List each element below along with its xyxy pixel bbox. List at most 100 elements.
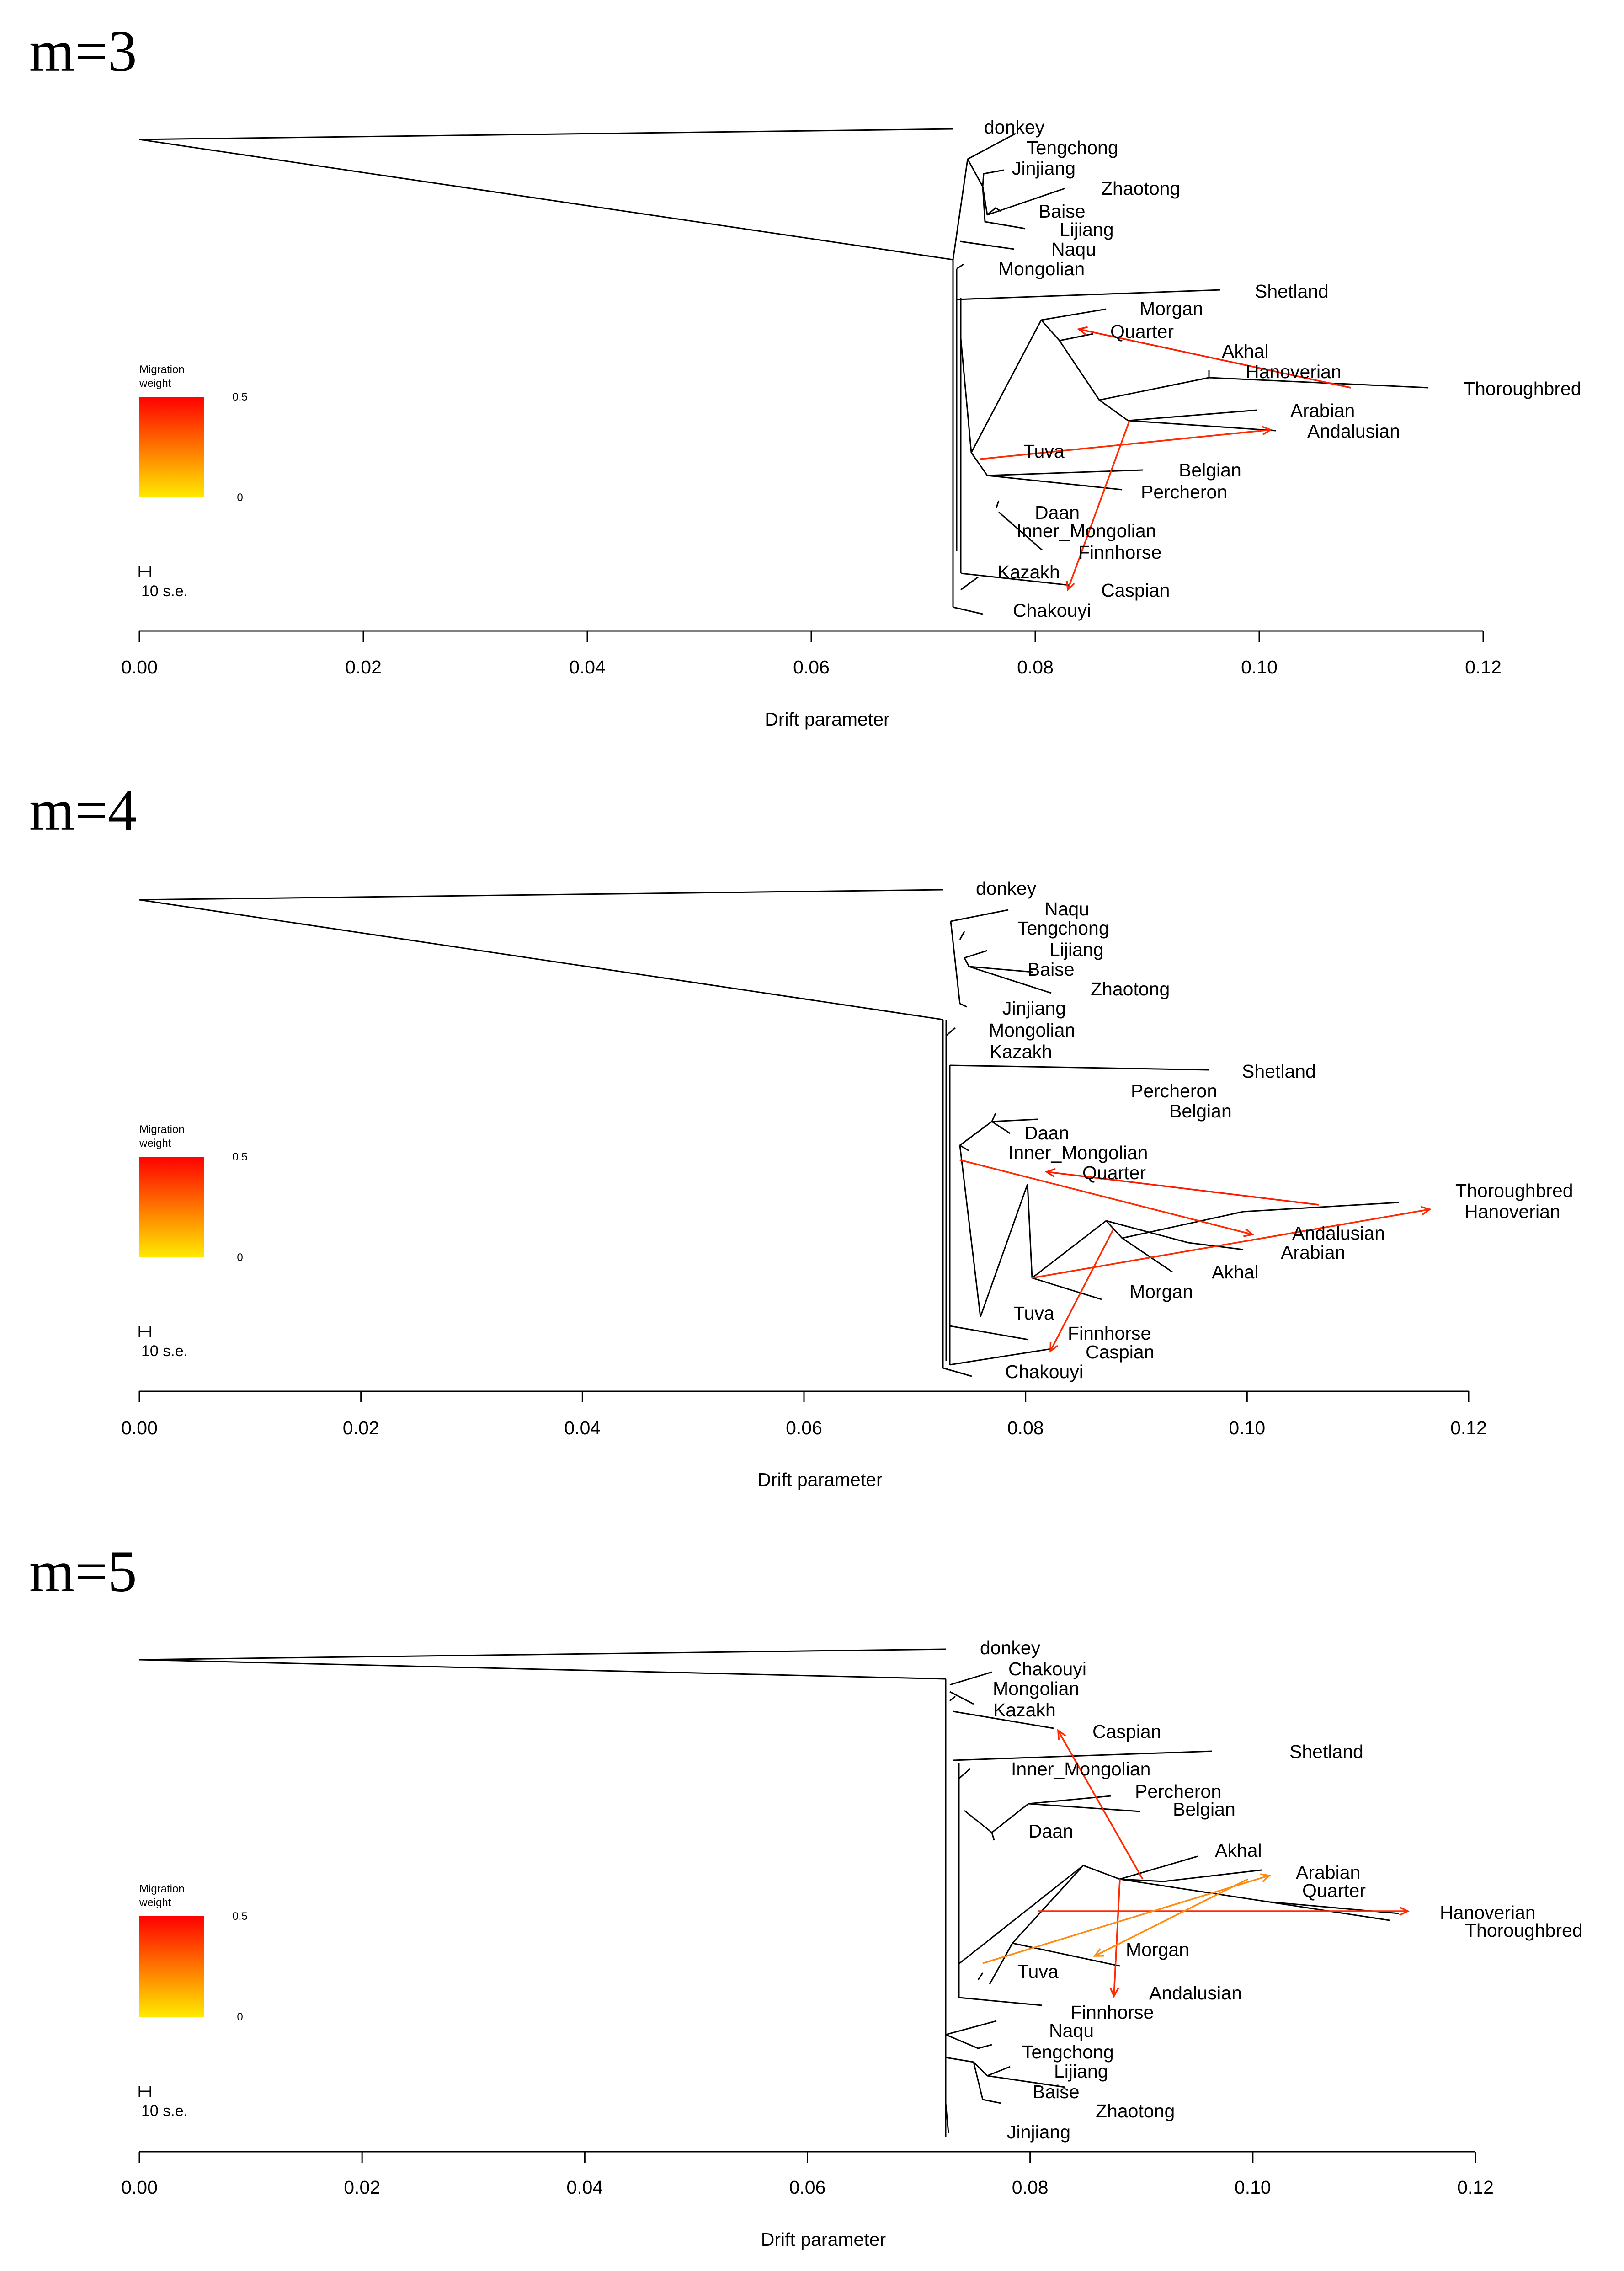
leaf-label: Tengchong [1022, 2041, 1114, 2063]
leaf-label: Akhal [1212, 1261, 1259, 1282]
tree-edge [139, 128, 953, 140]
migration-arrow [959, 1159, 1253, 1235]
migration-arrow [1049, 1229, 1114, 1352]
tree-edge [991, 1121, 1011, 1134]
tree-edge [956, 263, 964, 270]
tree-edges [139, 1648, 1399, 2137]
x-tick-label: 0.06 [789, 2177, 826, 2198]
x-tick-label: 0.10 [1229, 1417, 1265, 1438]
tree-edge [959, 240, 1015, 250]
x-axis: 0.00 0.02 0.04 0.06 0.08 0.10 0.12 Drift parame… [121, 1390, 1487, 1490]
migration-arrowhead [1049, 1341, 1059, 1353]
legend-min-label: 0 [237, 2011, 243, 2023]
tree-edge [945, 2020, 997, 2036]
tree-edge [959, 1003, 967, 1008]
leaf-label: Andalusian [1149, 1982, 1242, 2004]
leaf-label: Chakouyi [1013, 600, 1091, 621]
tree-edge [139, 1659, 946, 1680]
tree-edge [967, 133, 1016, 160]
leaf-label: Inner_Mongolian [1017, 520, 1156, 541]
leaf-label: Shetland [1242, 1061, 1316, 1082]
tree-edge [1032, 1220, 1107, 1279]
tree-edge [973, 2062, 984, 2100]
migration-arrow [1067, 422, 1130, 590]
leaf-label: donkey [980, 1637, 1041, 1658]
leaf-label: Chakouyi [1008, 1658, 1086, 1679]
tree-edge [945, 2103, 949, 2133]
leaf-label: Lijiang [1054, 2061, 1108, 2082]
leaf-label: Thoroughbred [1465, 1920, 1583, 1941]
legend-gradient [139, 1916, 204, 2017]
leaf-label: Shetland [1289, 1741, 1363, 1762]
tree-edge [960, 338, 972, 453]
leaf-label: Naqu [1051, 239, 1096, 260]
x-tick-label: 0.06 [793, 657, 830, 678]
migration-arrow [1078, 328, 1351, 389]
leaf-label: Baise [1028, 959, 1075, 980]
tree-edge [1099, 399, 1129, 422]
leaf-label: Daan [1035, 502, 1080, 523]
tree-edge [1041, 308, 1107, 321]
leaf-label: Caspian [1101, 580, 1170, 601]
tree-edge [949, 1064, 1209, 1071]
tree-edge [1012, 1865, 1084, 1944]
leaf-label: Caspian [1092, 1721, 1161, 1742]
migration-arrowhead [1057, 1729, 1066, 1740]
leaf-label: Kazakh [993, 1699, 1056, 1721]
legend-gradient [139, 1157, 204, 1257]
tree-edge [980, 1184, 1028, 1317]
leaf-label: Finnhorse [1070, 2002, 1154, 2023]
tree-edge [1012, 1942, 1120, 1967]
tree-edge [987, 469, 1143, 476]
leaf-label: Lijiang [1060, 219, 1114, 240]
tree-edge [987, 475, 1123, 491]
leaf-label: donkey [984, 117, 1045, 138]
x-tick-label: 0.04 [564, 1417, 601, 1438]
x-tick-label: 0.00 [121, 2177, 158, 2198]
migration-edges [980, 326, 1351, 592]
tree-edge [953, 1750, 1213, 1761]
tree-edge [1163, 1869, 1262, 1882]
tree-edge [964, 950, 988, 959]
legend-title-line1: Migration [139, 1123, 185, 1136]
x-tick-label: 0.12 [1457, 2177, 1494, 2198]
leaf-label: Finnhorse [1068, 1323, 1151, 1344]
x-tick-label: 0.02 [344, 2177, 380, 2198]
leaf-label: Hanoverian [1246, 361, 1342, 382]
leaf-label: Akhal [1215, 1840, 1262, 1861]
leaf-label: Hanoverian [1440, 1902, 1536, 1923]
leaf-label: Mongolian [998, 258, 1085, 279]
tree-edge [1243, 1202, 1399, 1213]
x-tick-label: 0.10 [1235, 2177, 1271, 2198]
legend-max-label: 0.5 [232, 1151, 247, 1163]
tree-edge [969, 966, 1052, 994]
leaf-label: Jinjiang [1012, 158, 1076, 179]
leaf-label: Arabian [1281, 1242, 1345, 1263]
x-tick-label: 0.00 [121, 657, 158, 678]
leaf-label: Daan [1028, 1821, 1073, 1842]
leaf-label: Naqu [1049, 2020, 1094, 2041]
scale-bar-label: 10 s.e. [141, 582, 188, 600]
leaf-label: Percheron [1135, 1781, 1221, 1802]
migration-arrowhead [1093, 1948, 1104, 1957]
leaf-label: Arabian [1296, 1862, 1360, 1883]
scale-bar [138, 566, 151, 577]
tree-edge [1106, 1220, 1189, 1244]
tree-edge [1059, 340, 1100, 401]
tree-edge [959, 1144, 969, 1152]
panel-title: m=3 [29, 19, 137, 84]
leaf-label: Quarter [1082, 1162, 1146, 1183]
x-axis: 0.00 0.02 0.04 0.06 0.08 0.10 0.12 Drift parame… [121, 2151, 1494, 2250]
leaf-label: Zhaotong [1091, 978, 1170, 999]
leaf-label: donkey [976, 878, 1037, 899]
leaf-label: Baise [1033, 2081, 1080, 2102]
x-tick-label: 0.12 [1450, 1417, 1487, 1438]
leaf-label: Baise [1038, 201, 1086, 222]
migration-arrowhead [1077, 326, 1088, 336]
leaf-label: Mongolian [993, 1678, 1079, 1699]
leaf-label: Finnhorse [1078, 542, 1161, 563]
x-tick-label: 0.00 [121, 1417, 158, 1438]
x-tick-label: 0.04 [566, 2177, 603, 2198]
